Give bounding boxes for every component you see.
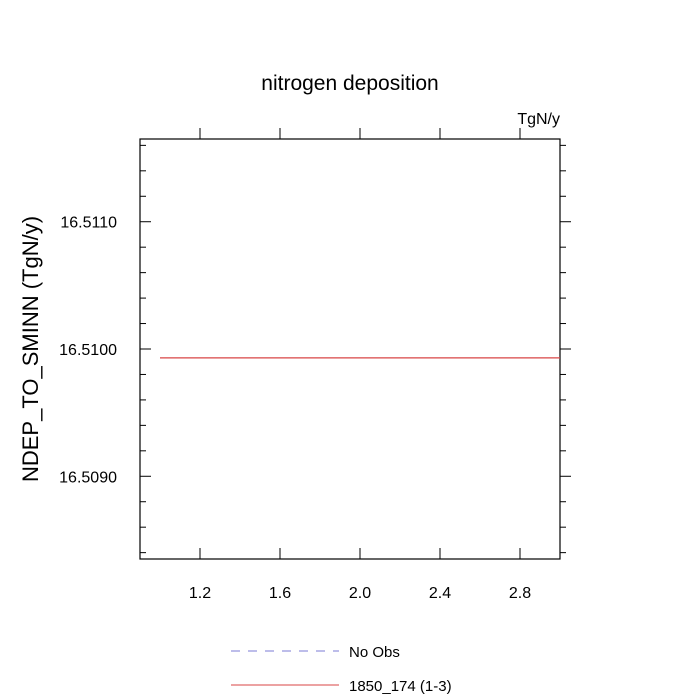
y-tick-label: 16.5090 [59,469,117,486]
y-tick-label: 16.5110 [60,215,117,232]
legend: No Obs 1850_174 (1-3) [231,644,452,695]
y-tick-label: 16.5100 [59,342,117,359]
chart-title: nitrogen deposition [261,72,438,95]
x-tick-label: 1.2 [189,585,211,602]
axis-ticks [140,128,571,559]
x-tick-label: 2.0 [349,585,371,602]
x-tick-label: 2.8 [509,585,531,602]
x-tick-label: 1.6 [269,585,291,602]
legend-label-1: 1850_174 (1-3) [349,678,452,695]
units-label: TgN/y [517,111,560,128]
axis-tick-labels: 1.2 1.6 2.0 2.4 2.8 16.5090 16.5100 16.5110 [59,215,531,602]
y-axis-label: NDEP_TO_SMINN (TgN/y) [18,216,43,482]
x-tick-label: 2.4 [429,585,451,602]
plot-frame [139,138,561,560]
legend-label-0: No Obs [349,644,400,661]
